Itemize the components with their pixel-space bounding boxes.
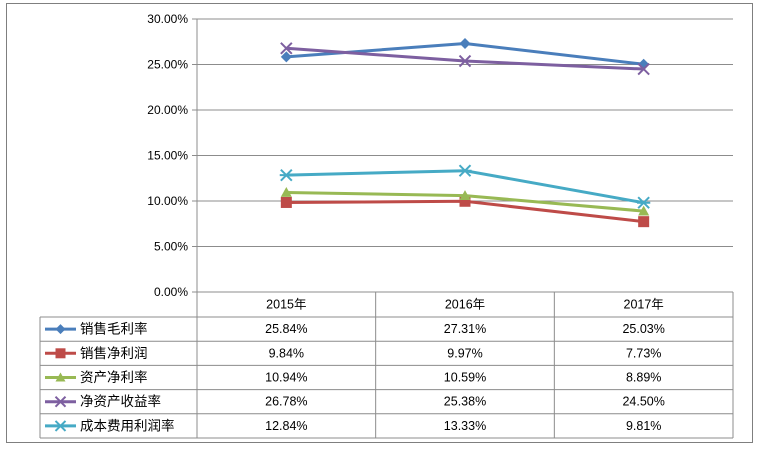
data-label: 10.59% bbox=[444, 371, 486, 385]
data-point bbox=[280, 42, 293, 55]
data-point bbox=[280, 196, 292, 208]
legend-label: 成本费用利润率 bbox=[80, 417, 175, 433]
data-point bbox=[459, 37, 471, 49]
legend-marker bbox=[55, 348, 66, 359]
data-point bbox=[459, 195, 471, 207]
data-label: 27.31% bbox=[444, 322, 486, 336]
data-label: 25.38% bbox=[444, 395, 486, 409]
data-point bbox=[638, 216, 650, 228]
legend-marker bbox=[55, 324, 66, 335]
y-tick-label: 5.00% bbox=[154, 240, 188, 254]
data-point bbox=[458, 164, 472, 177]
data-label: 7.73% bbox=[626, 346, 661, 360]
data-label: 8.89% bbox=[626, 371, 661, 385]
data-label: 25.03% bbox=[622, 322, 664, 336]
data-label: 13.33% bbox=[444, 419, 486, 433]
data-point bbox=[280, 186, 292, 197]
data-label: 24.50% bbox=[622, 395, 664, 409]
y-tick-label: 20.00% bbox=[147, 103, 188, 117]
legend-label: 资产净利率 bbox=[80, 369, 148, 385]
x-category-label: 2016年 bbox=[445, 298, 485, 312]
y-tick-label: 25.00% bbox=[147, 58, 188, 72]
x-category-label: 2017年 bbox=[624, 298, 664, 312]
data-label: 26.78% bbox=[265, 395, 307, 409]
data-point bbox=[458, 54, 472, 68]
legend-marker bbox=[54, 420, 67, 432]
legend-label: 净资产收益率 bbox=[80, 393, 161, 409]
data-label: 10.94% bbox=[265, 371, 307, 385]
legend-label: 销售净利润 bbox=[80, 346, 148, 361]
x-category-label: 2015年 bbox=[266, 298, 306, 312]
legend-marker bbox=[55, 372, 66, 382]
y-tick-label: 15.00% bbox=[147, 149, 188, 163]
data-point bbox=[280, 51, 292, 63]
data-point bbox=[637, 196, 651, 209]
legend-marker bbox=[54, 395, 67, 408]
data-label: 25.84% bbox=[265, 322, 307, 336]
data-label: 9.81% bbox=[626, 419, 661, 433]
y-tick-label: 0.00% bbox=[154, 285, 188, 299]
data-label: 12.84% bbox=[265, 419, 307, 433]
y-tick-label: 30.00% bbox=[147, 12, 188, 26]
data-point bbox=[459, 190, 471, 201]
data-label: 9.97% bbox=[447, 346, 482, 360]
chart-frame bbox=[6, 3, 753, 443]
y-tick-label: 10.00% bbox=[147, 194, 188, 208]
data-point bbox=[638, 205, 650, 216]
data-label: 9.84% bbox=[269, 346, 304, 360]
data-point bbox=[279, 168, 293, 182]
legend-label: 销售毛利率 bbox=[80, 321, 148, 337]
data-point bbox=[637, 62, 650, 76]
